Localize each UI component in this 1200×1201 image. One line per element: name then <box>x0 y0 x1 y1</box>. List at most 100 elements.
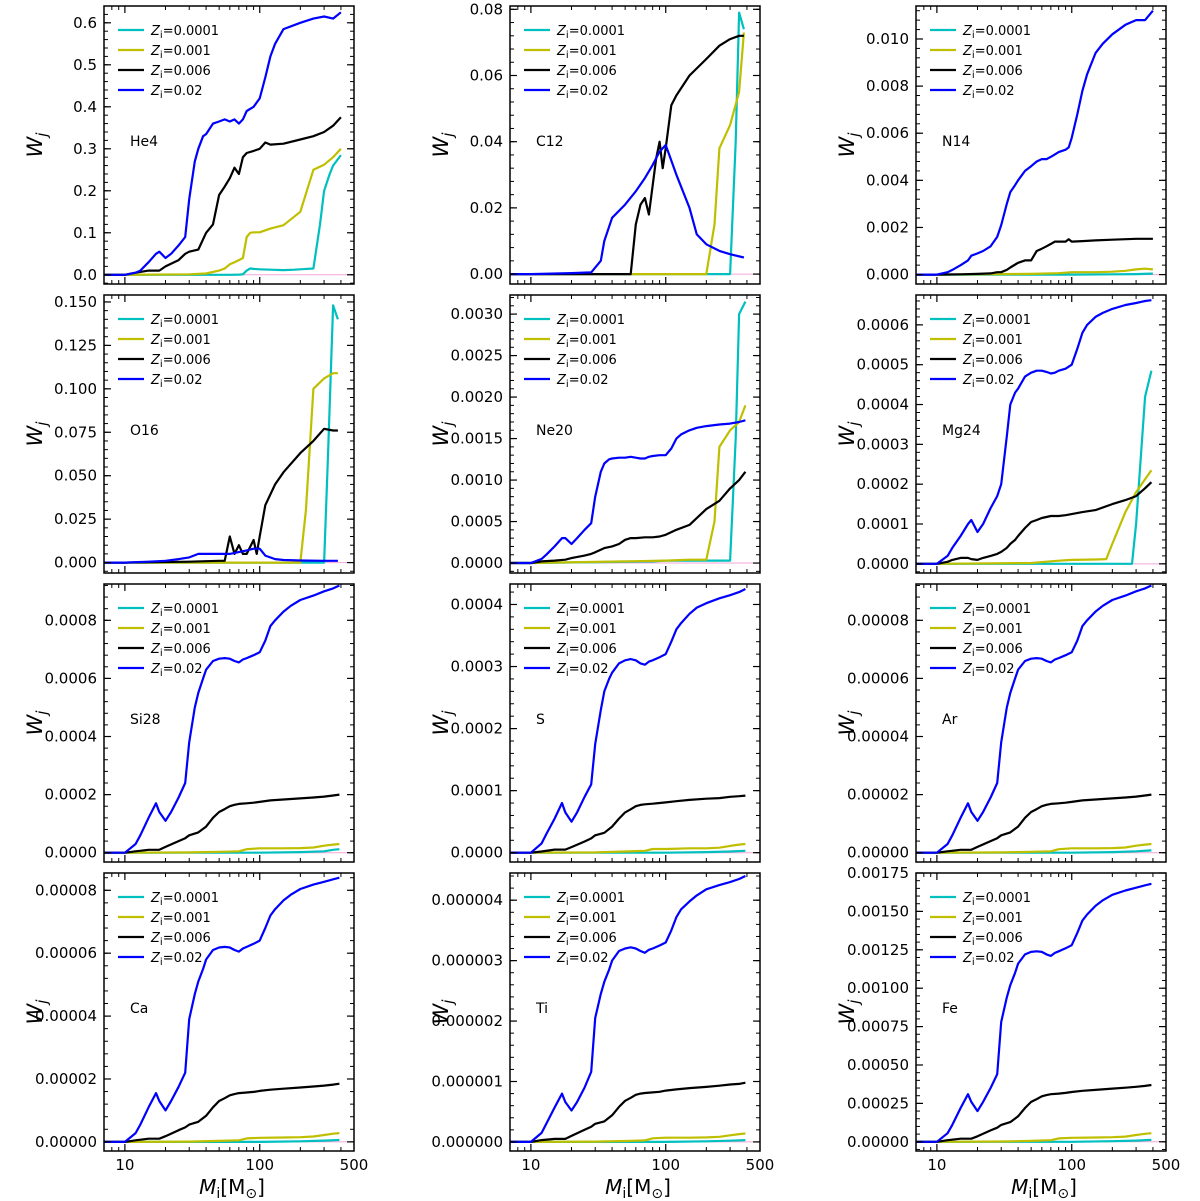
legend-prefix: Z <box>150 891 161 906</box>
legend-label: Zi=0.02 <box>556 662 609 679</box>
element-label: He4 <box>130 134 158 150</box>
y-label-sub: j <box>33 999 51 1006</box>
legend-sub: i <box>566 917 569 928</box>
y-axis-label: Wj <box>835 999 863 1025</box>
legend-label: Zi=0.02 <box>150 951 203 968</box>
legend-sub: i <box>160 628 163 639</box>
legend-value: =0.006 <box>569 931 617 946</box>
x-tick-label: 500 <box>1152 1156 1181 1174</box>
panel-frame <box>509 294 761 574</box>
legend-label: Zi=0.001 <box>556 44 617 61</box>
series-line-zi-0-006 <box>104 1082 340 1144</box>
series-line-zi-0-006 <box>916 481 1153 565</box>
element-label: N14 <box>942 134 970 150</box>
legend-label: Zi=0.006 <box>962 353 1023 370</box>
y-axis-label: Wj <box>429 132 457 158</box>
x-label-main: M <box>605 1175 622 1199</box>
x-tick-label: 500 <box>340 1156 369 1174</box>
legend-sub: i <box>566 668 569 679</box>
legend-value: =0.006 <box>569 642 617 657</box>
panel-he4: 0.00.10.20.30.40.50.6WjZi=0.0001Zi=0.001… <box>23 5 355 285</box>
legend-prefix: Z <box>150 353 161 368</box>
legend-value: =0.006 <box>975 64 1023 79</box>
legend-label: Zi=0.006 <box>962 642 1023 659</box>
legend-sub: i <box>160 319 163 330</box>
legend-prefix: Z <box>150 373 161 388</box>
x-axis-label: Mi[M⊙] <box>605 1175 671 1201</box>
legend-value: =0.02 <box>569 373 609 388</box>
legend-label: Zi=0.006 <box>962 64 1023 81</box>
legend-sub: i <box>160 50 163 61</box>
legend-prefix: Z <box>150 333 161 348</box>
series-line-zi-0-02 <box>104 11 342 276</box>
panel-grid: 0.00.10.20.30.40.50.6WjZi=0.0001Zi=0.001… <box>23 0 1180 1174</box>
series-line-zi-0-0001 <box>104 154 342 276</box>
series-line-zi-0-02 <box>510 875 746 1144</box>
legend-prefix: Z <box>962 373 973 388</box>
series-line-zi-0-001 <box>104 148 342 276</box>
panel-c12: 0.000.020.040.060.08WjZi=0.0001Zi=0.001Z… <box>429 0 761 285</box>
y-tick-label: 0.00008 <box>847 611 909 629</box>
y-tick-label: 0.010 <box>866 30 909 48</box>
y-tick-label: 0.0001 <box>451 782 504 800</box>
legend-prefix: Z <box>150 24 161 39</box>
legend-sub: i <box>160 957 163 968</box>
series-line-zi-0-006 <box>104 793 340 854</box>
series-line-zi-0-02 <box>916 584 1152 854</box>
y-tick-label: 0.025 <box>54 510 97 528</box>
y-axis-label: Wj <box>429 999 457 1025</box>
y-label-main: W <box>429 1002 453 1024</box>
legend-value: =0.006 <box>975 931 1023 946</box>
legend-sub: i <box>972 937 975 948</box>
y-tick-label: 0.00075 <box>847 1018 909 1036</box>
legend-value: =0.006 <box>163 642 211 657</box>
y-axis-label: Wj <box>429 710 457 736</box>
legend-sub: i <box>972 30 975 41</box>
y-tick-label: 0.000 <box>866 266 909 284</box>
y-tick-label: 0.000003 <box>431 952 503 970</box>
legend-value: =0.001 <box>569 333 617 348</box>
series-line-zi-0-02 <box>104 547 338 564</box>
legend-sub: i <box>160 668 163 679</box>
element-label: S <box>536 712 545 728</box>
legend-prefix: Z <box>150 622 161 637</box>
legend-value: =0.001 <box>975 911 1023 926</box>
legend-label: Zi=0.0001 <box>962 891 1031 908</box>
legend-label: Zi=0.001 <box>556 333 617 350</box>
legend-prefix: Z <box>556 84 567 99</box>
x-label-unit-close: ] <box>257 1175 265 1199</box>
legend-prefix: Z <box>962 911 973 926</box>
legend-label: Zi=0.001 <box>962 333 1023 350</box>
y-tick-label: 0.04 <box>470 133 503 151</box>
element-label: Si28 <box>130 712 161 728</box>
y-tick-label: 0.00175 <box>847 864 909 882</box>
y-label-sub: j <box>33 710 51 717</box>
legend-label: Zi=0.02 <box>962 84 1015 101</box>
legend-label: Zi=0.006 <box>556 931 617 948</box>
legend-prefix: Z <box>962 602 973 617</box>
x-axis-label: Mi[M⊙] <box>199 1175 265 1201</box>
legend-sub: i <box>160 379 163 390</box>
y-tick-label: 0.00025 <box>847 1094 909 1112</box>
y-tick-label: 0.00150 <box>847 902 909 920</box>
legend-label: Zi=0.02 <box>150 662 203 679</box>
y-label-sub: j <box>845 999 863 1006</box>
legend-sub: i <box>972 648 975 659</box>
x-tick-label: 100 <box>245 1156 274 1174</box>
y-label-main: W <box>835 1002 859 1024</box>
legend-sub: i <box>566 937 569 948</box>
legend-sub: i <box>160 917 163 928</box>
y-tick-label: 0.0002 <box>451 720 504 738</box>
legend-value: =0.001 <box>163 44 211 59</box>
series-line-zi-0-001 <box>104 842 340 854</box>
legend-label: Zi=0.02 <box>556 951 609 968</box>
y-tick-label: 0.0005 <box>857 356 910 374</box>
legend-sub: i <box>566 70 569 81</box>
panel-frame <box>509 872 761 1152</box>
legend-prefix: Z <box>556 313 567 328</box>
y-tick-label: 0.00000 <box>847 844 909 862</box>
legend-sub: i <box>566 379 569 390</box>
y-tick-label: 0.000000 <box>431 1133 503 1151</box>
